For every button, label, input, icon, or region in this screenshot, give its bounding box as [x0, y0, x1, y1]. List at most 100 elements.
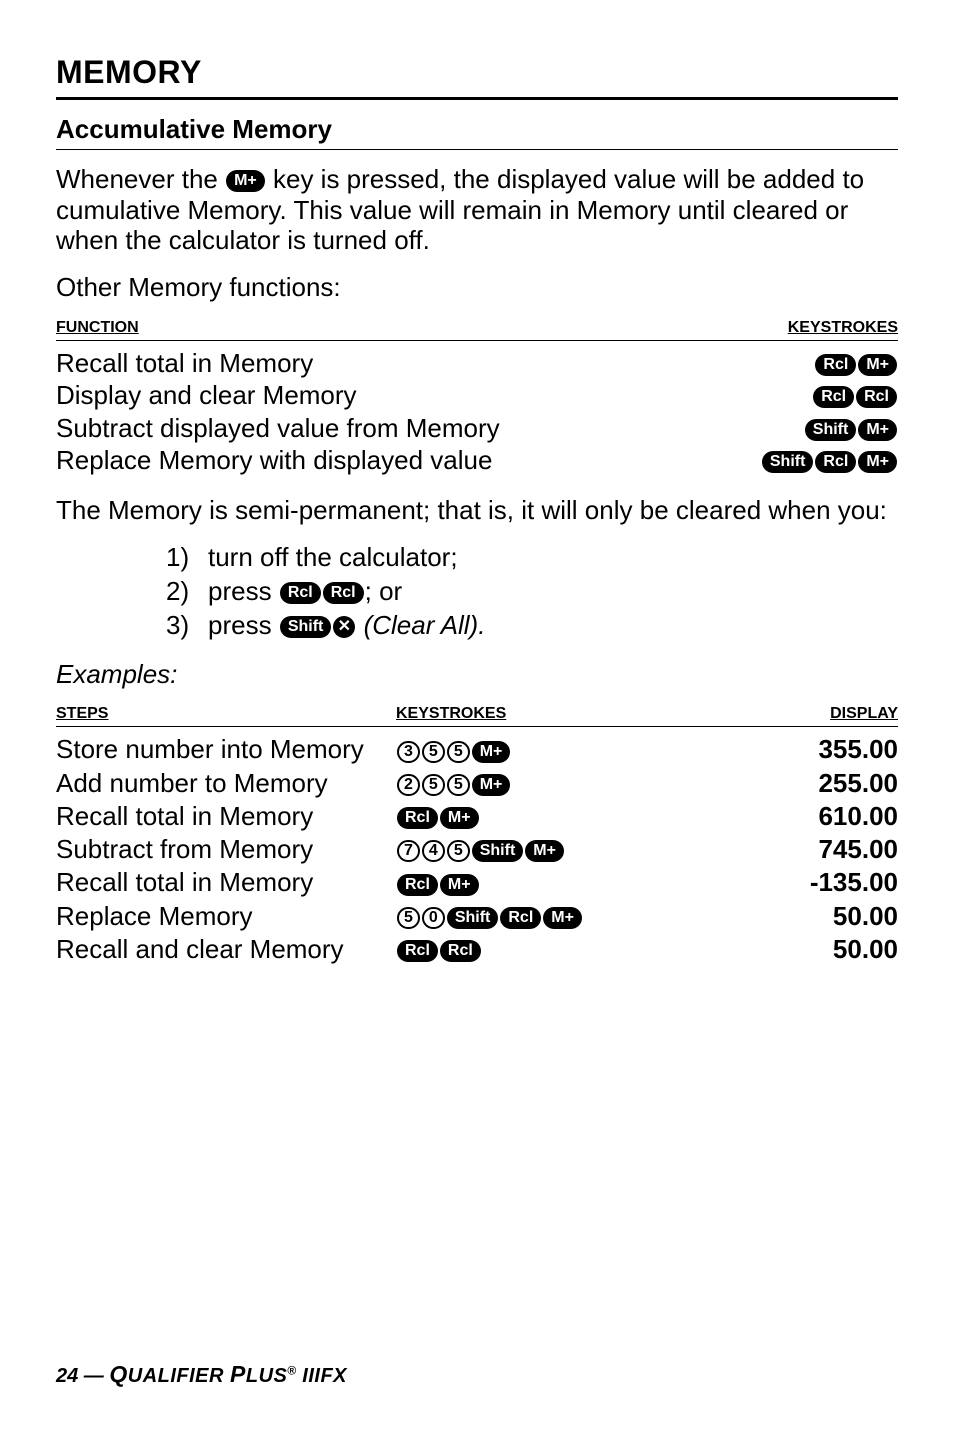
2-key-icon: 2	[397, 774, 420, 796]
step-label: Recall total in Memory	[56, 866, 396, 899]
list-text: press RclRcl; or	[208, 575, 402, 609]
display-value: 255.00	[758, 767, 898, 800]
list-item: 3)press Shift✕ (Clear All).	[166, 609, 898, 643]
shift-key-icon: Shift	[472, 840, 524, 862]
step-label: Add number to Memory	[56, 767, 396, 800]
keystroke-group: ShiftM+	[804, 412, 898, 445]
step-label: Recall and clear Memory	[56, 933, 396, 966]
example-row: Store number into Memory355M+355.00	[56, 733, 898, 766]
function-label: Subtract displayed value from Memory	[56, 412, 500, 445]
function-label: Recall total in Memory	[56, 347, 313, 380]
function-table-body: Recall total in MemoryRclM+Display and c…	[56, 347, 898, 477]
m+-key-icon: M+	[543, 907, 582, 929]
footer-q: Q	[109, 1361, 127, 1387]
m+-key-icon: M+	[440, 874, 479, 896]
display-value: 745.00	[758, 833, 898, 866]
list-number: 1)	[166, 541, 208, 575]
example-row: Recall and clear MemoryRclRcl50.00	[56, 933, 898, 966]
footer-model: IIIFX	[296, 1365, 347, 1387]
list-post: ; or	[365, 576, 403, 606]
5-key-icon: 5	[447, 741, 470, 763]
display-value: 355.00	[758, 733, 898, 766]
footer-ualifier: UALIFIER	[128, 1365, 230, 1387]
keystroke-group: RclM+	[814, 347, 898, 380]
x-key-icon: ✕	[333, 616, 355, 638]
rcl-key-icon: Rcl	[815, 451, 856, 473]
examples-table-header: STEPS KEYSTROKES DISPLAY	[56, 705, 898, 727]
examples-table-body: Store number into Memory355M+355.00Add n…	[56, 733, 898, 966]
rule-thick	[56, 97, 898, 100]
keystroke-group: 745ShiftM+	[396, 833, 758, 866]
header-function: FUNCTION	[56, 319, 139, 337]
m+-key-icon: M+	[858, 451, 897, 473]
footer-p: P	[230, 1361, 246, 1387]
list-pre: turn off the calculator;	[208, 542, 458, 572]
m+-key-icon: M+	[440, 807, 479, 829]
function-label: Display and clear Memory	[56, 379, 357, 412]
display-value: -135.00	[758, 866, 898, 899]
5-key-icon: 5	[447, 840, 470, 862]
clear-all-note: (Clear All).	[364, 610, 486, 640]
example-row: Recall total in MemoryRclM+610.00	[56, 800, 898, 833]
3-key-icon: 3	[397, 741, 420, 763]
4-key-icon: 4	[422, 840, 445, 862]
step-label: Store number into Memory	[56, 733, 396, 766]
m+-key-icon: M+	[858, 419, 897, 441]
5-key-icon: 5	[422, 741, 445, 763]
keystroke-group: ShiftRclM+	[761, 444, 898, 477]
shift-key-icon: Shift	[447, 907, 499, 929]
list-number: 3)	[166, 609, 208, 643]
list-text: press Shift✕ (Clear All).	[208, 609, 485, 643]
keystroke-group: RclRcl	[812, 379, 898, 412]
footer-lus: LUS	[246, 1365, 288, 1387]
step-label: Recall total in Memory	[56, 800, 396, 833]
keystroke-group: RclM+	[396, 866, 758, 899]
function-row: Recall total in Memory RclM+	[56, 347, 898, 380]
rcl-key-icon: Rcl	[397, 807, 438, 829]
shift-key-icon: Shift	[805, 419, 857, 441]
list-item: 1)turn off the calculator;	[166, 541, 898, 575]
rcl-key-icon: Rcl	[280, 582, 321, 604]
subsection-title: Accumulative Memory	[56, 114, 898, 145]
shift-key-icon: Shift	[280, 616, 332, 638]
rcl-key-icon: Rcl	[323, 582, 364, 604]
rcl-key-icon: Rcl	[440, 940, 481, 962]
list-text: turn off the calculator;	[208, 541, 458, 575]
list-pre: press	[208, 576, 279, 606]
example-row: Recall total in MemoryRclM+-135.00	[56, 866, 898, 899]
example-row: Add number to Memory255M+255.00	[56, 767, 898, 800]
display-value: 610.00	[758, 800, 898, 833]
page-footer: 24 — QUALIFIER PLUS® IIIFX	[56, 1361, 347, 1388]
header-display: DISPLAY	[758, 705, 898, 723]
registered-icon: ®	[287, 1363, 296, 1377]
rcl-key-icon: Rcl	[397, 874, 438, 896]
0-key-icon: 0	[422, 907, 445, 929]
header-keystrokes: KEYSTROKES	[788, 319, 898, 337]
keystroke-group: RclRcl	[396, 933, 758, 966]
example-row: Subtract from Memory745ShiftM+745.00	[56, 833, 898, 866]
m+-key-icon: M+	[525, 840, 564, 862]
footer-page-number: 24 —	[56, 1365, 109, 1387]
m+-key-icon: M+	[472, 741, 511, 763]
7-key-icon: 7	[397, 840, 420, 862]
mplus-key-icon: M+	[226, 170, 265, 192]
step-label: Subtract from Memory	[56, 833, 396, 866]
5-key-icon: 5	[397, 907, 420, 929]
examples-label: Examples:	[56, 659, 898, 690]
keystroke-group: 355M+	[396, 733, 758, 766]
m+-key-icon: M+	[472, 774, 511, 796]
function-row: Replace Memory with displayed value Shift…	[56, 444, 898, 477]
rcl-key-icon: Rcl	[397, 940, 438, 962]
display-value: 50.00	[758, 900, 898, 933]
function-label: Replace Memory with displayed value	[56, 444, 492, 477]
keystroke-group: RclM+	[396, 800, 758, 833]
rcl-key-icon: Rcl	[813, 386, 854, 408]
m+-key-icon: M+	[858, 354, 897, 376]
keystroke-group: 50ShiftRclM+	[396, 900, 758, 933]
shift-key-icon: Shift	[762, 451, 814, 473]
5-key-icon: 5	[447, 774, 470, 796]
function-table-header: FUNCTION KEYSTROKES	[56, 319, 898, 341]
keystroke-group: 255M+	[396, 767, 758, 800]
list-number: 2)	[166, 575, 208, 609]
rcl-key-icon: Rcl	[500, 907, 541, 929]
